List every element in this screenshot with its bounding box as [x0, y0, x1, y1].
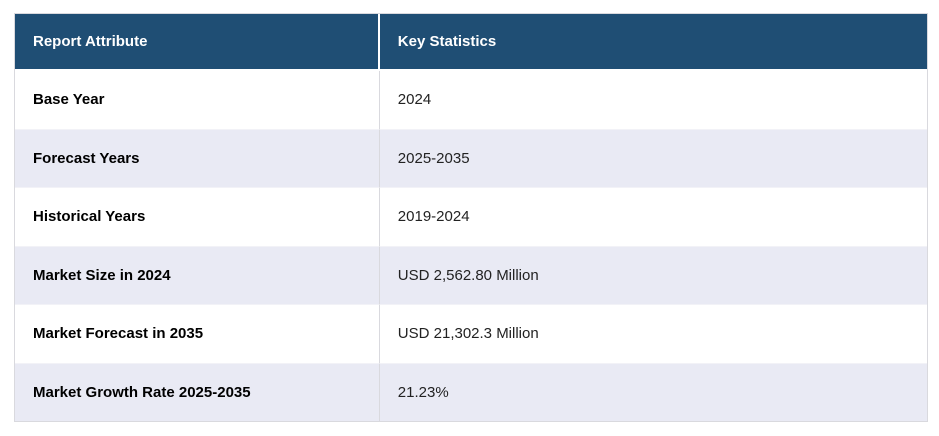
report-attributes-table: Report Attribute Key Statistics Base Yea…: [14, 13, 928, 422]
attribute-cell: Forecast Years: [15, 129, 380, 188]
table-row: Market Growth Rate 2025-2035 21.23%: [15, 363, 927, 421]
table-row: Market Size in 2024 USD 2,562.80 Million: [15, 246, 927, 305]
value-cell: 21.23%: [379, 363, 927, 421]
attribute-cell: Market Size in 2024: [15, 246, 380, 305]
attribute-cell: Market Growth Rate 2025-2035: [15, 363, 380, 421]
value-cell: USD 2,562.80 Million: [379, 246, 927, 305]
value-cell: 2024: [379, 71, 927, 130]
value-cell: 2019-2024: [379, 188, 927, 247]
value-cell: USD 21,302.3 Million: [379, 305, 927, 364]
table-row: Base Year 2024: [15, 71, 927, 130]
value-cell: 2025-2035: [379, 129, 927, 188]
attribute-cell: Base Year: [15, 71, 380, 130]
column-header-key-statistics: Key Statistics: [379, 14, 927, 71]
table-row: Historical Years 2019-2024: [15, 188, 927, 247]
column-header-report-attribute: Report Attribute: [15, 14, 380, 71]
attribute-cell: Market Forecast in 2035: [15, 305, 380, 364]
attribute-cell: Historical Years: [15, 188, 380, 247]
table-row: Forecast Years 2025-2035: [15, 129, 927, 188]
table-row: Market Forecast in 2035 USD 21,302.3 Mil…: [15, 305, 927, 364]
table-header-row: Report Attribute Key Statistics: [15, 14, 927, 71]
